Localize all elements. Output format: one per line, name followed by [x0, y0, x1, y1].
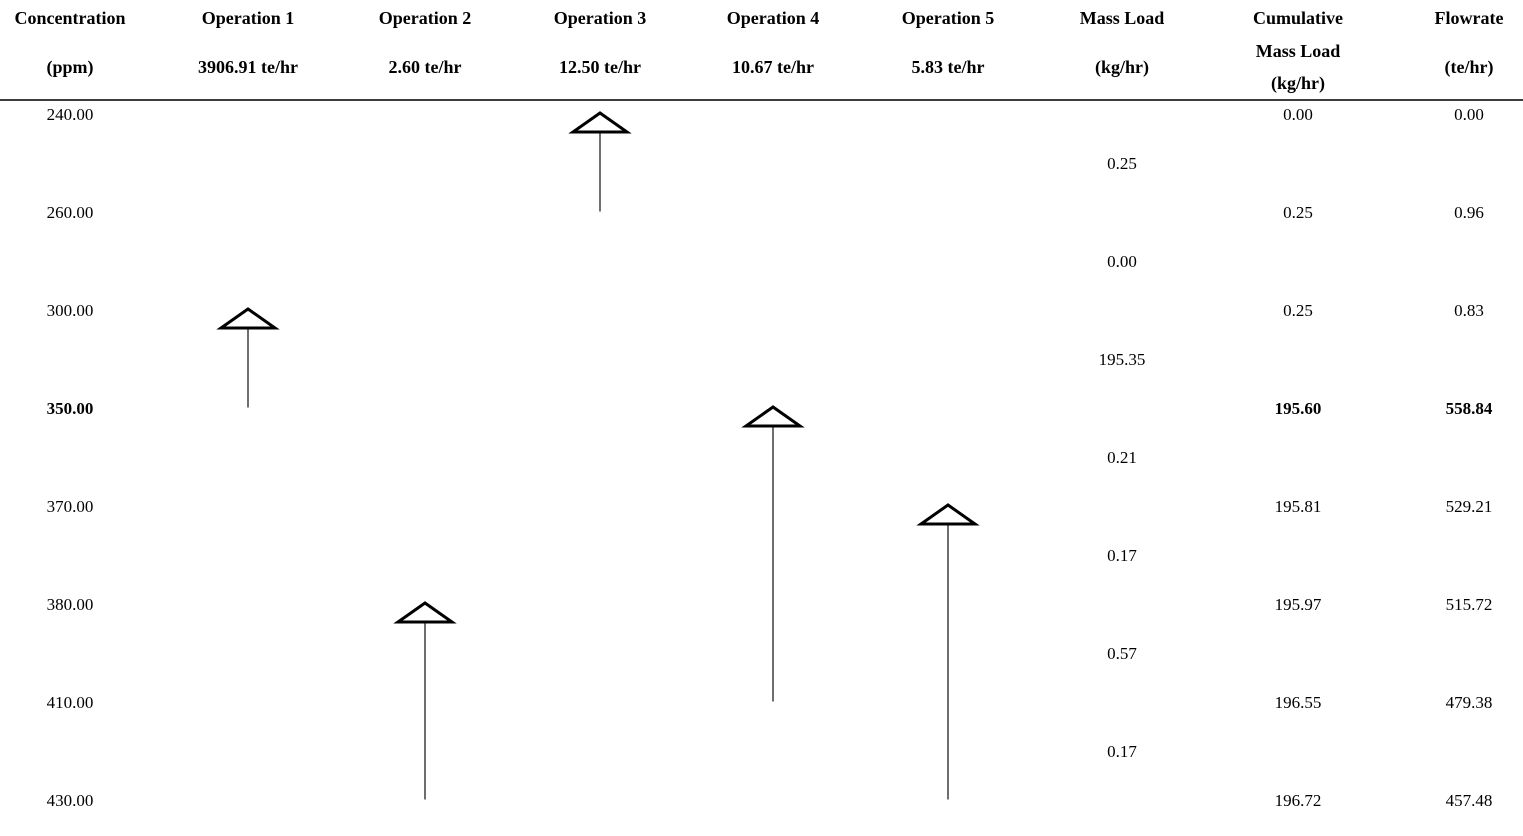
- flowrate-value: 0.83: [1454, 301, 1484, 320]
- flowrate-value: 0.96: [1454, 203, 1484, 222]
- flowrate-value: 479.38: [1445, 693, 1493, 712]
- operation-1-arrow-head: [216, 307, 280, 330]
- column-header-mass-load-line2: (kg/hr): [1095, 57, 1149, 77]
- interval-mass-load-value: 0.57: [1107, 644, 1137, 663]
- concentration-label: 430.00: [46, 791, 94, 810]
- column-header-operation-1-line2: 3906.91 te/hr: [198, 57, 298, 77]
- column-header-operation-2-line2: 2.60 te/hr: [388, 57, 462, 77]
- header-divider: [0, 99, 1523, 101]
- operation-4-arrow: [741, 405, 805, 702]
- operation-4-arrow-head: [741, 405, 805, 428]
- column-header-operation-4-line2: 10.67 te/hr: [732, 57, 814, 77]
- interval-mass-load-value: 0.21: [1107, 448, 1137, 467]
- operation-3-arrow: [568, 111, 632, 212]
- interval-mass-load-value: 195.35: [1098, 350, 1146, 369]
- cumulative-mass-load-value: 195.81: [1274, 497, 1322, 516]
- flowrate-value: 558.84: [1445, 399, 1493, 418]
- column-header-operation-4: Operation 4: [726, 8, 820, 28]
- flowrate-value: 457.48: [1445, 791, 1493, 810]
- column-header-concentration: Concentration: [14, 8, 126, 28]
- cumulative-mass-load-value: 195.97: [1274, 595, 1322, 614]
- concentration-label: 410.00: [46, 693, 94, 712]
- column-header-operation-1: Operation 1: [201, 8, 295, 28]
- interval-mass-load-value: 0.17: [1107, 546, 1137, 565]
- operation-2-arrow-head: [393, 601, 457, 624]
- flowrate-value: 515.72: [1445, 595, 1493, 614]
- column-header-flowrate-line2: (te/hr): [1444, 57, 1494, 77]
- operation-2-arrow: [393, 601, 457, 800]
- column-header-concentration-line2: (ppm): [46, 57, 94, 77]
- interval-mass-load-value: 0.17: [1107, 742, 1137, 761]
- column-header-flowrate: Flowrate: [1434, 8, 1504, 28]
- cumulative-mass-load-value: 195.60: [1274, 399, 1322, 418]
- cumulative-mass-load-value: 0.25: [1283, 301, 1313, 320]
- concentration-label: 380.00: [46, 595, 94, 614]
- concentration-label: 300.00: [46, 301, 94, 320]
- cumulative-mass-load-value: 0.00: [1283, 105, 1313, 124]
- column-header-operation-5-line2: 5.83 te/hr: [911, 57, 985, 77]
- interval-mass-load-value: 0.00: [1107, 252, 1137, 271]
- column-header-operation-3: Operation 3: [553, 8, 647, 28]
- column-header-mass-load: Mass Load: [1079, 8, 1165, 28]
- flowrate-value: 0.00: [1454, 105, 1484, 124]
- concentration-label: 350.00: [46, 399, 94, 418]
- column-header-operation-3-line2: 12.50 te/hr: [559, 57, 641, 77]
- cumulative-mass-load-value: 0.25: [1283, 203, 1313, 222]
- concentration-label: 260.00: [46, 203, 94, 222]
- column-header-cumulative-mass-load-line2: Mass Load: [1255, 41, 1341, 61]
- operation-5-arrow-head: [916, 503, 980, 526]
- column-header-cumulative-mass-load-line3: (kg/hr): [1271, 73, 1325, 93]
- operation-1-arrow: [216, 307, 280, 408]
- column-header-cumulative-mass-load: Cumulative: [1253, 8, 1343, 28]
- cumulative-mass-load-value: 196.55: [1274, 693, 1322, 712]
- column-header-operation-2: Operation 2: [378, 8, 472, 28]
- operation-3-arrow-head: [568, 111, 632, 134]
- cumulative-mass-load-value: 196.72: [1274, 791, 1322, 810]
- interval-mass-load-value: 0.25: [1107, 154, 1137, 173]
- concentration-label: 370.00: [46, 497, 94, 516]
- operation-5-arrow: [916, 503, 980, 800]
- concentration-label: 240.00: [46, 105, 94, 124]
- flowrate-value: 529.21: [1445, 497, 1493, 516]
- column-header-operation-5: Operation 5: [901, 8, 995, 28]
